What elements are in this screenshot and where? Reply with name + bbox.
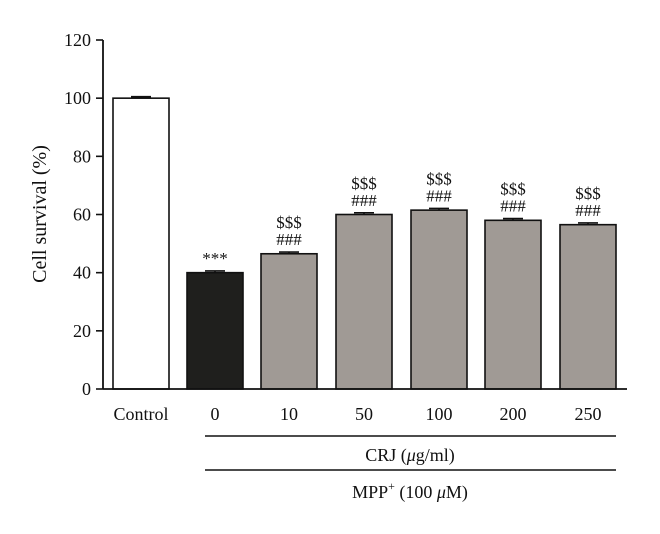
bar-100 [410,209,468,390]
x-tick-label: 250 [575,404,602,424]
significance-label: $$$ [575,184,601,203]
y-axis: 0 20 40 60 80 100 120 [64,30,104,399]
significance-label: ### [351,191,377,210]
x-axis: Control 0 10 50 100 200 250 [103,388,627,424]
bar-50 [335,213,393,390]
mpp-label-prefix: MPP [352,482,388,502]
x-tick-label: 10 [280,404,298,424]
significance-label: $$$ [351,174,377,193]
bars-group: ***$$$###$$$###$$$### $$$###$$$### [112,95,617,390]
significance-label: $$$ [276,213,302,232]
crj-group-label: CRJ (μg/ml) [365,445,455,466]
y-tick-label: 120 [64,30,91,50]
crj-label-mu: μ [406,445,416,465]
significance-label: ### [575,201,601,220]
y-tick-label: 80 [73,146,91,166]
significance-label: $$$ [500,180,526,199]
y-tick-label: 20 [73,321,91,341]
significance-label: *** [202,249,228,268]
y-tick-label: 40 [73,263,91,283]
mpp-label-suffix: M) [446,482,468,503]
y-tick-label: 100 [64,88,91,108]
significance-label: $$$ [426,169,452,188]
x-tick-label: 0 [211,404,220,424]
mpp-label-sup: + [388,479,395,493]
y-tick-label: 60 [73,205,91,225]
x-tick-label: 100 [426,404,453,424]
crj-label-suffix: g/ml) [416,445,455,466]
bar-Control [112,97,170,390]
bar-0 [186,271,244,390]
significance-label: ### [500,197,526,216]
x-tick-label: Control [113,404,168,424]
significance-label: ### [276,230,302,249]
bar-10 [260,252,318,390]
x-tick-label: 50 [355,404,373,424]
bar-200 [484,219,542,390]
y-axis-label: Cell survival (%) [29,145,51,283]
x-tick-label: 200 [500,404,527,424]
crj-label-prefix: CRJ ( [365,445,407,466]
mpp-label-middle: (100 [395,482,437,503]
mpp-label-mu: μ [436,482,446,502]
mpp-group-label: MPP+ (100 μM) [352,479,468,503]
y-tick-label: 0 [82,379,91,399]
significance-label: ### [426,186,452,205]
bar-250 [559,223,617,390]
